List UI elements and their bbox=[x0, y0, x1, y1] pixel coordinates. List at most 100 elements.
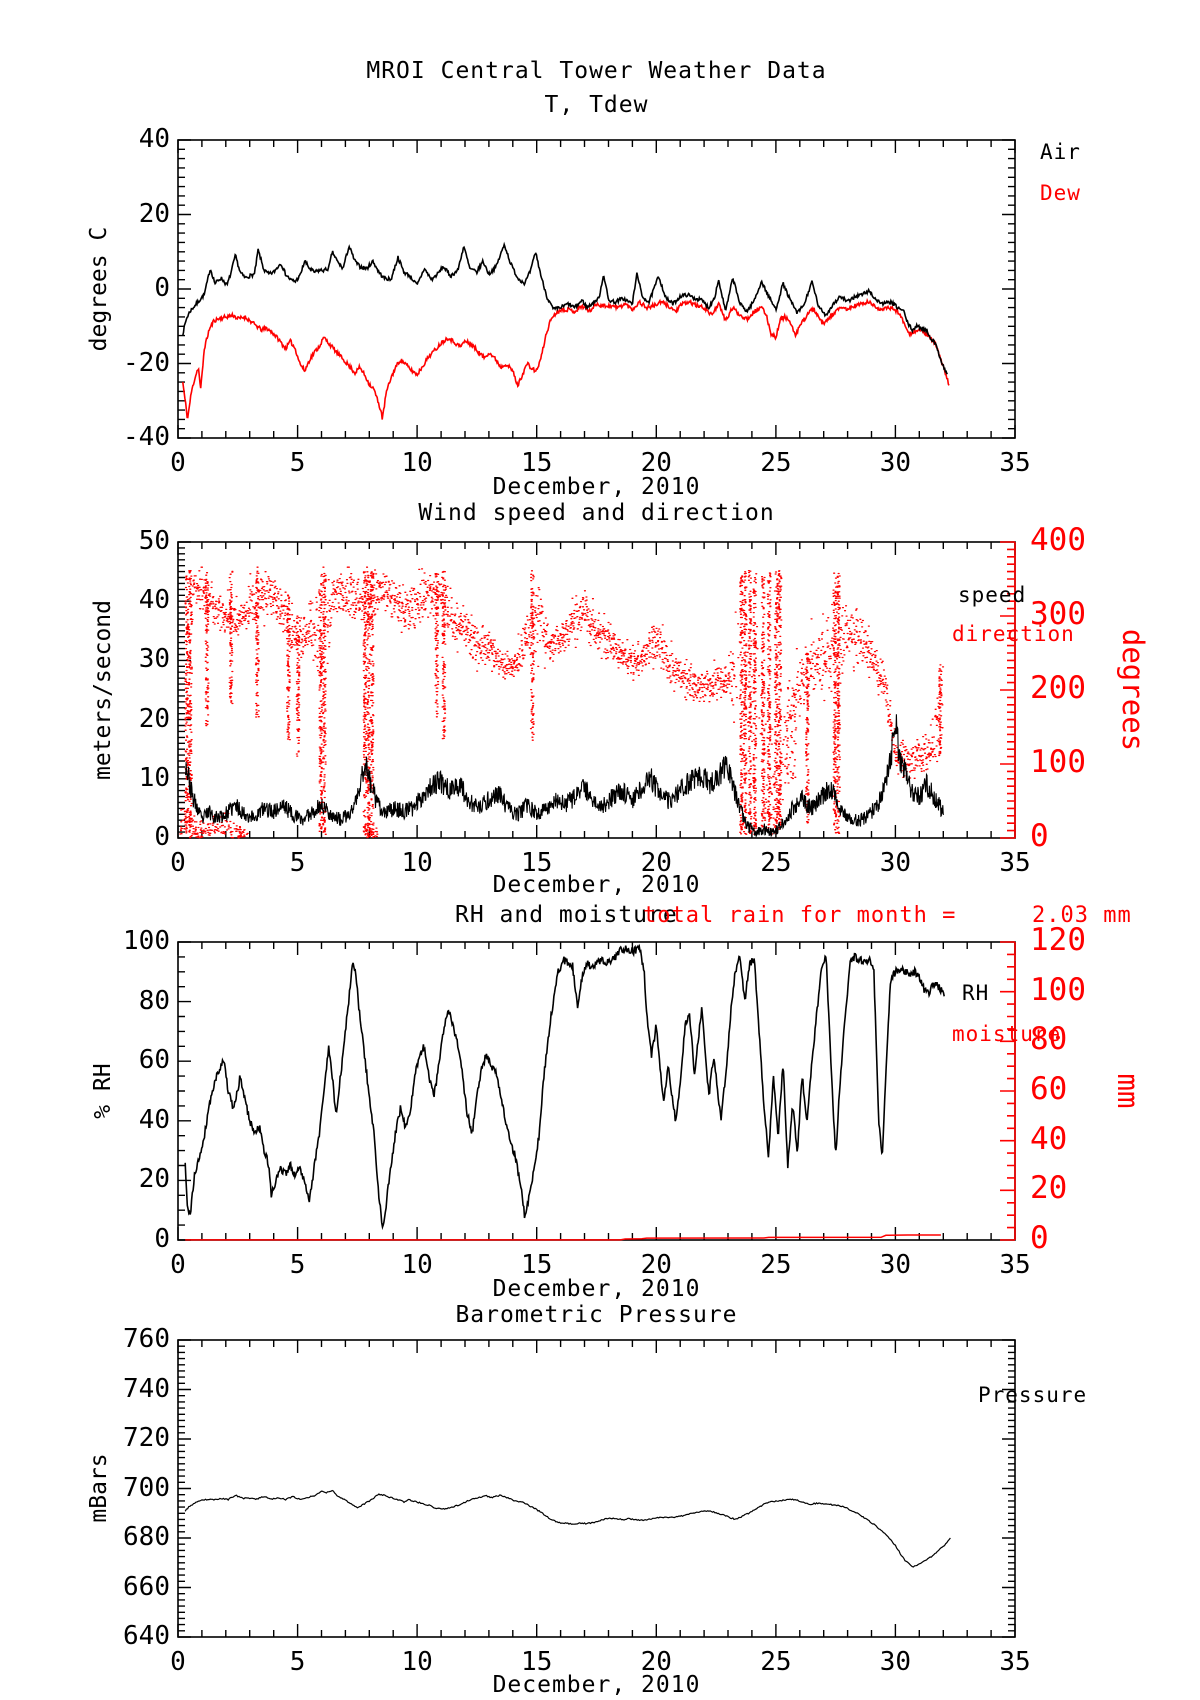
pressure-x-tick-label: 25 bbox=[760, 1647, 792, 1677]
temperature-y-tick-label: 20 bbox=[138, 198, 170, 229]
humidity-y-tick-label: 100 bbox=[123, 926, 170, 956]
pressure-y-tick-label: 700 bbox=[123, 1472, 170, 1503]
temperature-frame bbox=[177, 139, 1016, 439]
wind-y2-tick-label: 300 bbox=[1030, 596, 1086, 632]
wind-direction-axis-label: degrees bbox=[1116, 628, 1150, 752]
pressure-x-tick-label: 0 bbox=[170, 1647, 186, 1677]
temperature-x-tick-label: 35 bbox=[999, 448, 1031, 478]
moisture-axis-label: mm bbox=[1111, 1073, 1145, 1109]
temperature-x-axis-label: December, 2010 bbox=[492, 474, 701, 500]
speed-series-line bbox=[184, 714, 944, 839]
legend-direction: direction bbox=[952, 622, 1075, 646]
humidity-x-tick-label: 30 bbox=[879, 1250, 912, 1280]
humidity-y2-tick-label: 0 bbox=[1030, 1220, 1049, 1256]
humidity-chart-title: RH and moisture bbox=[455, 902, 678, 928]
pressure-x-tick-label: 10 bbox=[401, 1647, 433, 1677]
temperature-y-tick-label: 0 bbox=[154, 273, 170, 303]
page-title: MROI Central Tower Weather Data bbox=[366, 58, 827, 84]
humidity-y2-tick-label: 40 bbox=[1030, 1120, 1068, 1157]
wind-frame bbox=[177, 541, 1016, 839]
pressure-x-tick-label: 30 bbox=[879, 1647, 912, 1677]
humidity-y2-tick-label: 20 bbox=[1030, 1170, 1068, 1207]
humidity-red-axis bbox=[1000, 941, 1016, 1241]
humidity-y2-tick-label: 120 bbox=[1030, 922, 1086, 958]
wind-chart-title: Wind speed and direction bbox=[418, 500, 775, 526]
temperature-y-tick-label: 40 bbox=[138, 124, 170, 154]
temperature-chart-title: T, Tdew bbox=[544, 92, 649, 118]
wind-y2-tick-label: 100 bbox=[1030, 744, 1086, 780]
humidity-x-tick-label: 15 bbox=[521, 1250, 553, 1280]
humidity-axis-ticks bbox=[177, 941, 1016, 1241]
humidity-y2-tick-label: 100 bbox=[1030, 971, 1086, 1008]
humidity-x-tick-label: 20 bbox=[640, 1250, 672, 1280]
dew-series-line bbox=[182, 297, 950, 420]
total-rain-value: 2.03 mm bbox=[1032, 903, 1132, 928]
pressure-x-tick-label: 35 bbox=[999, 1647, 1031, 1677]
pressure-y-tick-label: 680 bbox=[123, 1522, 170, 1552]
legend-rh: RH bbox=[962, 981, 990, 1005]
wind-y-tick-label: 40 bbox=[138, 585, 170, 616]
pressure-frame bbox=[177, 1339, 1016, 1638]
wind-x-axis-label: December, 2010 bbox=[492, 872, 701, 898]
pressure-y-tick-label: 660 bbox=[123, 1571, 170, 1602]
legend-dew: Dew bbox=[1040, 181, 1081, 205]
moisture-series-line bbox=[185, 1234, 941, 1241]
wind-y2-tick-label: 400 bbox=[1030, 522, 1086, 558]
wind-x-tick-label: 30 bbox=[879, 848, 912, 878]
pressure-y-tick-label: 720 bbox=[123, 1423, 170, 1453]
humidity-x-tick-label: 10 bbox=[401, 1250, 433, 1280]
pressure-x-tick-label: 15 bbox=[521, 1647, 553, 1677]
pressure-x-tick-label: 5 bbox=[289, 1647, 306, 1677]
rh-series-line bbox=[184, 943, 945, 1231]
wind-plot bbox=[177, 541, 1016, 839]
legend-speed: speed bbox=[958, 583, 1027, 607]
humidity-y-tick-label: 60 bbox=[138, 1045, 170, 1076]
humidity-x-tick-label: 35 bbox=[999, 1250, 1031, 1280]
humidity-x-tick-label: 25 bbox=[760, 1250, 792, 1280]
pressure-y-tick-label: 640 bbox=[123, 1621, 170, 1651]
wind-x-tick-label: 35 bbox=[999, 848, 1031, 878]
pressure-y-tick-label: 760 bbox=[123, 1324, 170, 1354]
humidity-y2-tick-label: 60 bbox=[1030, 1071, 1068, 1107]
temperature-y-axis-label: degrees C bbox=[86, 226, 112, 352]
total-rain-label: total rain for month = bbox=[643, 903, 957, 928]
humidity-y-tick-label: 80 bbox=[138, 985, 170, 1016]
humidity-y-axis-label: % RH bbox=[90, 1063, 116, 1119]
humidity-plot bbox=[177, 941, 1016, 1241]
temperature-plot bbox=[177, 139, 1016, 439]
wind-x-tick-label: 0 bbox=[170, 848, 186, 878]
humidity-x-tick-label: 5 bbox=[289, 1250, 306, 1280]
humidity-x-tick-label: 0 bbox=[170, 1250, 186, 1280]
pressure-plot bbox=[177, 1339, 1016, 1638]
wind-red-axis bbox=[1000, 541, 1016, 839]
legend-pressure: Pressure bbox=[978, 1383, 1088, 1407]
humidity-y-tick-label: 40 bbox=[138, 1104, 170, 1135]
temperature-x-tick-label: 5 bbox=[289, 448, 306, 478]
humidity-y-tick-label: 0 bbox=[154, 1224, 170, 1254]
temperature-y-tick-label: -20 bbox=[123, 347, 170, 378]
temperature-x-tick-label: 25 bbox=[760, 448, 792, 478]
wind-axis-ticks bbox=[177, 541, 1016, 839]
wind-y-tick-label: 0 bbox=[154, 822, 170, 852]
wind-y-tick-label: 50 bbox=[138, 526, 170, 556]
legend-air: Air bbox=[1040, 140, 1081, 164]
wind-x-tick-label: 15 bbox=[521, 848, 553, 878]
wind-y2-tick-label: 0 bbox=[1030, 818, 1049, 854]
wind-y-tick-label: 10 bbox=[138, 762, 170, 793]
wind-x-tick-label: 25 bbox=[760, 848, 792, 878]
temperature-axis-ticks bbox=[177, 139, 1016, 439]
wind-y-tick-label: 20 bbox=[138, 703, 170, 734]
direction-scatter bbox=[179, 566, 945, 839]
pressure-x-axis-label: December, 2010 bbox=[492, 1672, 701, 1698]
wind-y2-tick-label: 200 bbox=[1030, 670, 1086, 706]
wind-x-tick-label: 5 bbox=[289, 848, 306, 878]
temperature-x-tick-label: 0 bbox=[170, 448, 186, 478]
pressure-y-axis-label: mBars bbox=[86, 1453, 112, 1523]
wind-y-axis-label: meters/second bbox=[90, 599, 116, 781]
temperature-x-tick-label: 30 bbox=[879, 448, 912, 478]
temperature-y-tick-label: -40 bbox=[123, 422, 170, 452]
temperature-x-tick-label: 10 bbox=[401, 448, 433, 478]
pressure-axis-ticks bbox=[177, 1339, 1016, 1638]
pressure-series-line bbox=[184, 1489, 951, 1568]
